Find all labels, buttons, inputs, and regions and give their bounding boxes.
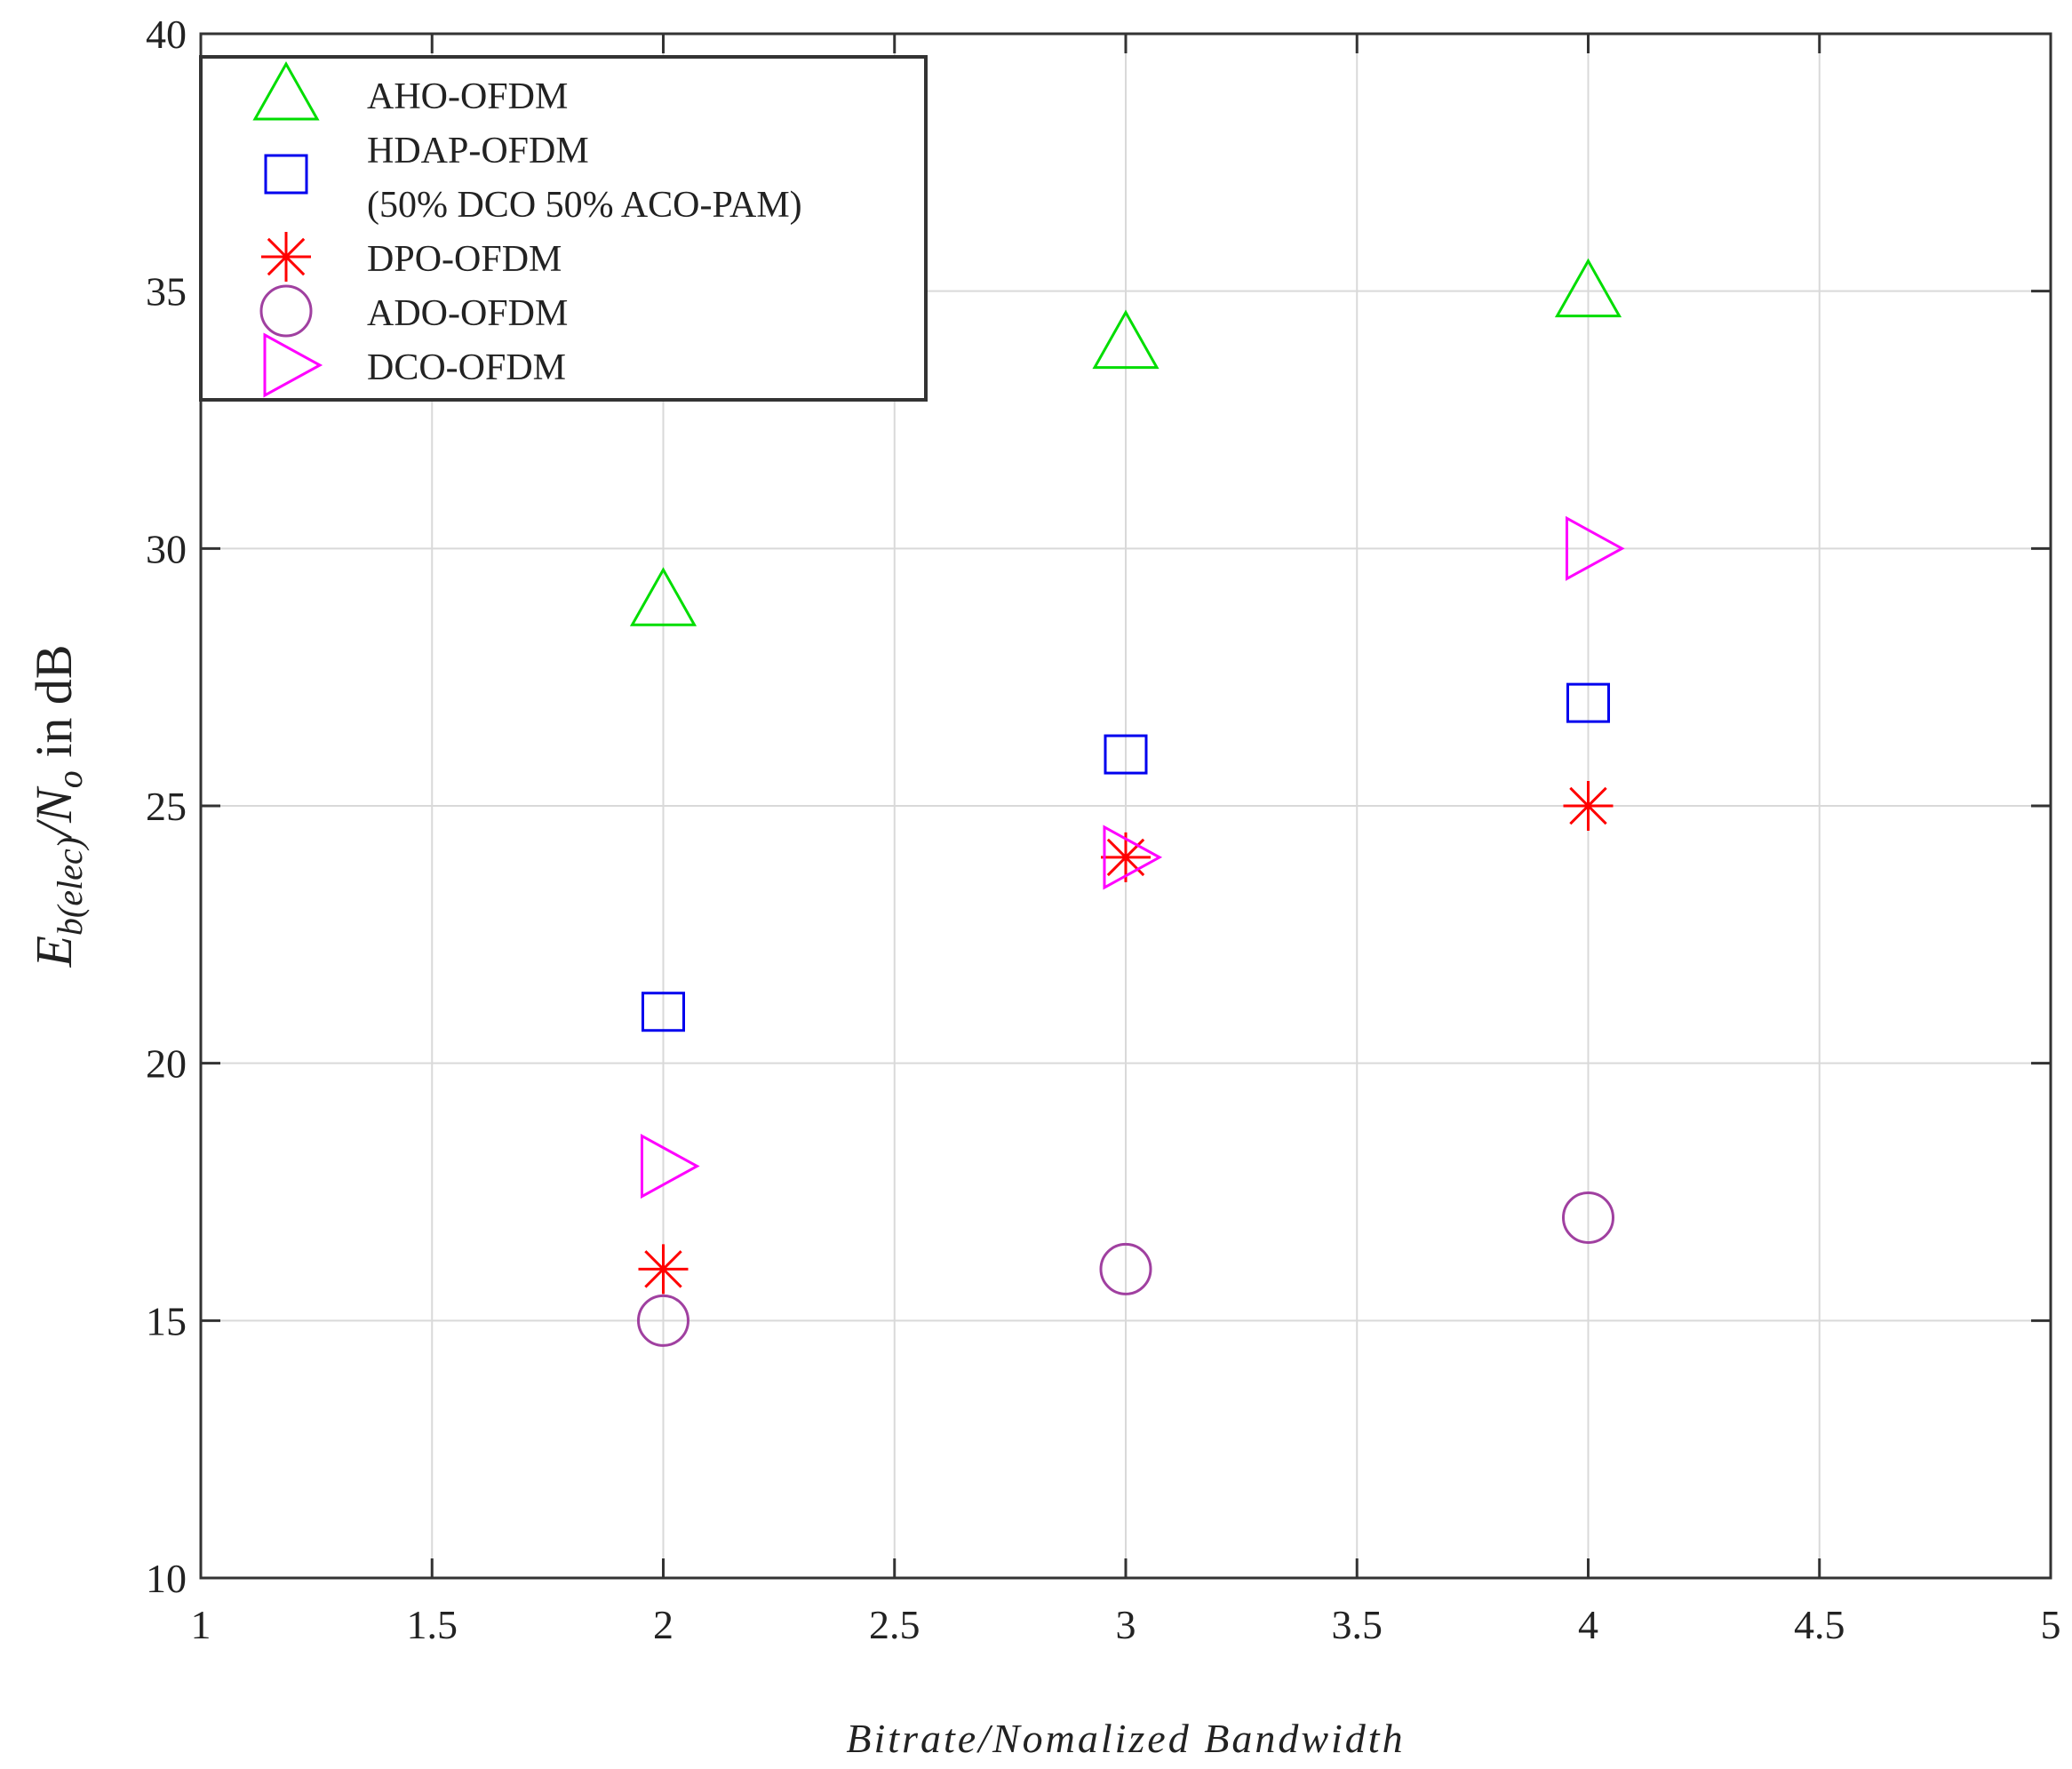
legend-label-hdap-ofdm-detail: (50% DCO 50% ACO-PAM) xyxy=(367,185,802,226)
y-axis-label-n: /N xyxy=(25,785,83,840)
point-aho-ofdm xyxy=(1092,309,1160,370)
legend-label-aho-ofdm: AHO-OFDM xyxy=(367,76,568,117)
y-tick-label: 25 xyxy=(146,784,187,829)
y-tick-label: 20 xyxy=(146,1041,187,1087)
point-hdap-ofdm xyxy=(1104,734,1148,775)
data-markers xyxy=(629,258,1625,1347)
x-tick-label: 5 xyxy=(2041,1602,2061,1647)
y-tick-label: 40 xyxy=(146,12,187,57)
point-ado-ofdm xyxy=(637,1294,689,1347)
legend-label-ado-ofdm: ADO-OFDM xyxy=(367,293,568,334)
y-axis-label-sub: b(elec) xyxy=(50,837,90,936)
x-tick-label: 3.5 xyxy=(1332,1602,1383,1647)
y-tick-label: 10 xyxy=(146,1556,187,1601)
y-axis-label-sub2: o xyxy=(50,770,90,788)
point-ado-ofdm xyxy=(1562,1191,1614,1244)
y-axis-label: Eb(elec)/No in dB xyxy=(25,644,90,968)
point-dpo-ofdm xyxy=(1101,832,1151,882)
legend-symbol-hdap-ofdm xyxy=(264,154,308,195)
x-tick-label: 1.5 xyxy=(407,1602,458,1647)
legend: AHO-OFDM HDAP-OFDM (50% DCO 50% ACO-PAM)… xyxy=(199,55,928,402)
point-dpo-ofdm xyxy=(638,1244,689,1295)
y-axis-label-suffix: in dB xyxy=(25,644,83,770)
legend-label-dpo-ofdm: DPO-OFDM xyxy=(367,239,562,280)
legend-label-hdap-ofdm: HDAP-OFDM xyxy=(367,131,589,171)
legend-symbol-dco-ofdm xyxy=(263,332,323,398)
x-tick-label: 1 xyxy=(191,1602,211,1647)
legend-box xyxy=(199,55,928,402)
legend-symbol-aho-ofdm xyxy=(252,60,320,121)
axis-ticks: 1 1.5 2 2.5 3 3.5 4 4.5 5 10 15 20 25 30 35 40 xyxy=(146,12,2061,1647)
x-tick-label: 3 xyxy=(1116,1602,1136,1647)
legend-label-dco-ofdm: DCO-OFDM xyxy=(367,347,566,388)
point-dco-ofdm xyxy=(1103,825,1163,890)
point-dpo-ofdm xyxy=(1563,781,1614,831)
x-tick-label: 4.5 xyxy=(1794,1602,1845,1647)
y-tick-label: 35 xyxy=(146,269,187,315)
point-aho-ofdm xyxy=(1554,258,1622,318)
point-ado-ofdm xyxy=(1099,1242,1152,1295)
point-aho-ofdm xyxy=(629,567,697,626)
point-dco-ofdm xyxy=(641,1134,700,1199)
point-dco-ofdm xyxy=(1566,515,1625,581)
x-axis-label: Bitrate/Nomalized Bandwidth xyxy=(846,1716,1405,1761)
x-tick-label: 4 xyxy=(1578,1602,1598,1647)
y-tick-label: 15 xyxy=(146,1298,187,1343)
legend-symbol-dpo-ofdm xyxy=(261,232,311,282)
legend-symbols xyxy=(252,60,323,398)
x-tick-label: 2 xyxy=(653,1602,673,1647)
y-axis-label-e: E xyxy=(25,936,83,968)
x-tick-label: 2.5 xyxy=(869,1602,920,1647)
point-hdap-ofdm xyxy=(1566,682,1610,723)
legend-symbol-ado-ofdm xyxy=(259,284,313,338)
point-hdap-ofdm xyxy=(642,992,685,1032)
y-tick-label: 30 xyxy=(146,526,187,571)
